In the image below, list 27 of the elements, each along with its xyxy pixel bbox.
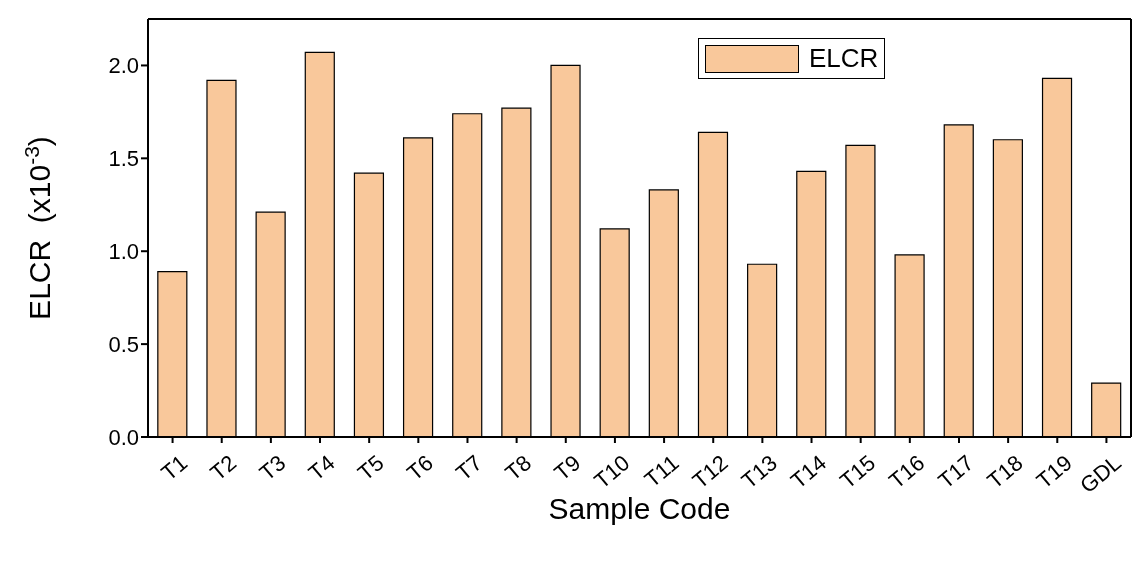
x-tick-label: T18: [982, 449, 1028, 494]
x-tick-label: T7: [451, 449, 487, 486]
x-tick-label: GDL: [1075, 449, 1126, 499]
x-tick-label: T16: [884, 449, 930, 494]
y-tick-label: 1.0: [108, 239, 139, 265]
x-tick-label: T13: [736, 449, 782, 494]
x-tick-label: T8: [500, 449, 537, 486]
x-tick-label: T12: [687, 449, 733, 494]
x-tick-label: T17: [933, 449, 979, 494]
x-tick-label: T10: [589, 449, 635, 494]
y-tick-label: 0.5: [108, 331, 139, 357]
x-tick-label: T14: [785, 449, 832, 494]
x-tick-label: T11: [639, 449, 684, 493]
x-tick-label: T2: [205, 449, 242, 486]
x-tick-label: T15: [835, 449, 881, 494]
x-tick-label: T9: [549, 449, 586, 486]
y-tick-label: 1.5: [108, 146, 139, 172]
x-tick-label: T19: [1031, 449, 1077, 494]
x-tick-label: T4: [303, 449, 340, 486]
x-tick-label: T6: [402, 449, 438, 486]
x-tick-label: T3: [254, 449, 291, 486]
y-tick-label: 2.0: [108, 53, 139, 79]
y-tick-label: 0.0: [108, 424, 139, 450]
x-tick-label: T5: [352, 449, 389, 486]
x-axis-title: Sample Code: [548, 492, 731, 525]
x-tick-label: T1: [156, 449, 193, 486]
legend-label: ELCR: [809, 43, 879, 74]
